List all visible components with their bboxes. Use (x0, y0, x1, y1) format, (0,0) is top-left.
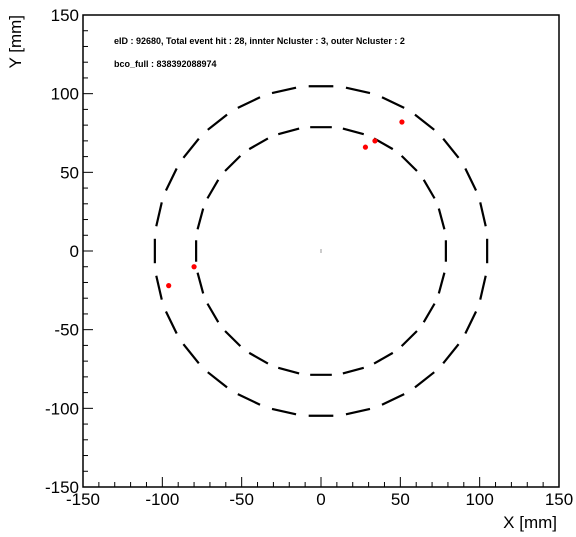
outer-layer-segment (479, 275, 487, 300)
x-tick-label: 0 (316, 490, 325, 509)
annotation-bco-full: bco_full : 838392088974 (114, 59, 217, 69)
inner-layer-segment (373, 351, 394, 365)
x-tick-label: 100 (465, 490, 493, 509)
inner-layer-segment (400, 155, 418, 172)
inner-layer-segment (224, 330, 242, 347)
outer-layer-segment (345, 407, 371, 416)
outer-layer-segment (345, 86, 371, 95)
outer-layer-segment (414, 371, 435, 389)
inner-layer-segment (206, 179, 220, 199)
outer-layer-segment (182, 343, 200, 364)
x-axis-ticks: -150 -100 -50 0 50 100 150 (66, 477, 573, 509)
inner-layer-segment (248, 137, 269, 151)
inner-layer-segment (342, 127, 365, 136)
y-axis-ticks: -150 -100 -50 0 50 100 150 (45, 6, 93, 497)
outer-layer-segment (464, 168, 478, 192)
cluster-point (399, 119, 405, 125)
inner-layer-segment (342, 366, 365, 375)
outer-layer-segment (155, 275, 163, 300)
x-tick-label: 150 (545, 490, 573, 509)
outer-layer-segment (381, 393, 405, 406)
annotation-event-info: eID : 92680, Total event hit : 28, innte… (114, 36, 405, 46)
outer-layer-segment (207, 371, 228, 389)
outer-layer-segment (237, 96, 261, 109)
cluster-point (372, 138, 378, 144)
outer-layer-segment (155, 202, 163, 227)
y-tick-label: -150 (45, 478, 79, 497)
outer-layer-segment (271, 86, 297, 95)
x-tick-label: -150 (66, 490, 100, 509)
y-tick-label: 150 (51, 6, 79, 25)
y-tick-label: 0 (70, 242, 79, 261)
outer-layer-segment (414, 113, 435, 131)
inner-layer-segment (277, 366, 300, 375)
inner-layer-segment (224, 155, 242, 172)
inner-layer-segment (400, 330, 418, 347)
x-tick-label: 50 (391, 490, 410, 509)
inner-layer-segment (196, 208, 205, 230)
outer-layer-segment (464, 310, 478, 334)
outer-layer-segment (381, 96, 405, 109)
cluster-point (362, 144, 369, 150)
inner-layer-segment (422, 179, 436, 199)
inner-layer-segment (422, 303, 436, 323)
x-tick-label: -100 (145, 490, 179, 509)
inner-layer-segment (277, 127, 300, 136)
cluster-point (191, 264, 197, 270)
outer-layer-segment (442, 343, 460, 364)
outer-layer-segment (182, 138, 200, 159)
y-tick-label: 50 (60, 163, 79, 182)
cluster-points (166, 119, 405, 289)
inner-layer-segment (196, 272, 205, 294)
outer-layer-segment (442, 138, 460, 159)
detector-layers (153, 85, 489, 417)
inner-layer-segment (437, 208, 446, 230)
inner-layer-segment (206, 303, 220, 323)
outer-layer-segment (207, 113, 228, 131)
y-tick-label: 100 (51, 85, 79, 104)
y-tick-label: -50 (54, 321, 79, 340)
inner-layer-segment (248, 351, 269, 365)
x-axis-title: X [mm] (503, 513, 557, 532)
outer-layer-segment (271, 407, 297, 416)
y-tick-label: -100 (45, 399, 79, 418)
outer-layer-segment (164, 168, 178, 192)
y-axis-title: Y [mm] (6, 15, 25, 69)
outer-layer-segment (237, 393, 261, 406)
cluster-point (166, 283, 172, 289)
x-tick-label: -50 (229, 490, 254, 509)
outer-layer-segment (479, 202, 487, 227)
inner-layer-segment (437, 272, 446, 294)
outer-layer-segment (164, 310, 178, 334)
